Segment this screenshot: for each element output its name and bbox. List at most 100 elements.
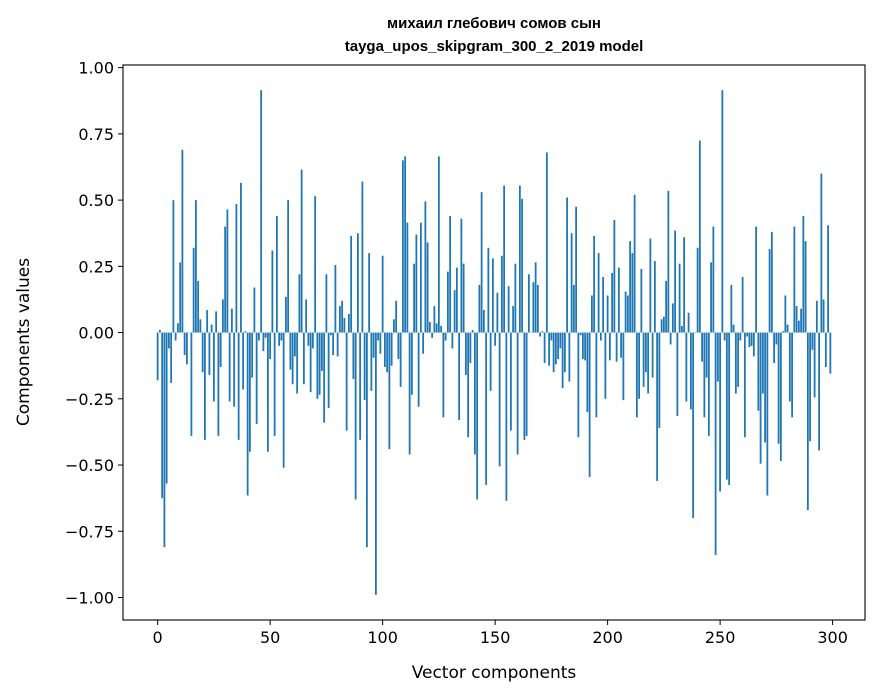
bar [474,333,476,455]
bar [411,333,413,395]
bar [328,333,330,409]
bar [251,333,253,378]
bar [620,333,622,358]
bar [348,314,350,333]
bar [220,333,222,367]
bar [485,333,487,485]
bar [157,333,159,381]
bar [262,333,264,352]
bar [814,333,816,398]
bar [296,333,298,394]
bar [721,90,723,332]
bar [508,286,510,332]
bar [469,333,471,363]
bar [712,227,714,333]
bar [640,269,642,333]
bar [811,333,813,350]
bar [499,333,501,467]
bar [784,295,786,332]
bar [215,311,217,332]
bar [694,333,696,334]
bar [802,216,804,333]
bar [429,322,431,333]
bar [717,333,719,382]
y-tick-label: 0.00 [78,324,114,343]
bar [829,333,831,374]
bar [526,333,528,436]
bar [240,183,242,333]
bar [715,333,717,556]
bar [307,333,309,346]
bar [211,325,213,333]
bar [186,333,188,365]
bar [535,262,537,332]
bar [397,333,399,359]
bar [793,227,795,333]
bar [278,333,280,346]
bar [476,333,478,500]
bar [280,333,282,341]
bar [636,333,638,418]
bar [409,333,411,455]
bar [406,223,408,333]
x-tick-label: 150 [480,628,511,647]
bar [247,333,249,496]
bar [190,333,192,436]
bar [424,201,426,332]
bar [463,264,465,333]
bar [445,333,447,341]
bar [163,333,165,548]
bar [368,253,370,332]
bar [492,258,494,332]
bar [591,295,593,332]
bar [710,262,712,332]
x-tick-label: 0 [153,628,163,647]
bar [618,268,620,333]
bar [697,248,699,333]
bar [827,225,829,332]
bar [807,333,809,510]
bar [382,256,384,333]
bar [510,333,512,431]
bar [701,333,703,362]
y-tick-label: 0.75 [78,125,114,144]
bar [706,333,708,378]
bar [665,281,667,333]
bar [422,333,424,354]
bar [523,333,525,440]
bar [782,331,784,332]
bar [202,333,204,373]
y-axis: −1.00−0.75−0.50−0.250.000.250.500.751.00 [65,59,123,608]
bar [276,216,278,333]
bar [233,333,235,407]
bar [699,141,701,333]
bar [483,310,485,333]
bar [809,333,811,442]
bar [503,186,505,333]
bar [643,333,645,387]
bar [314,196,316,332]
bar [170,333,172,383]
bar [602,277,604,333]
bar [384,333,386,367]
bar [370,333,372,391]
bar [737,333,739,387]
bar [458,333,460,420]
bar [177,323,179,332]
bar [172,200,174,332]
bar [548,333,550,366]
bar [584,333,586,361]
bar [514,264,516,333]
bar [364,333,366,401]
bar [537,285,539,333]
bar [319,333,321,395]
bar [438,156,440,332]
bar [256,333,258,424]
bar [757,333,759,411]
bar [627,295,629,332]
bar [679,264,681,333]
bar [564,333,566,373]
bar [798,321,800,333]
bar [580,333,582,336]
bar [350,236,352,333]
